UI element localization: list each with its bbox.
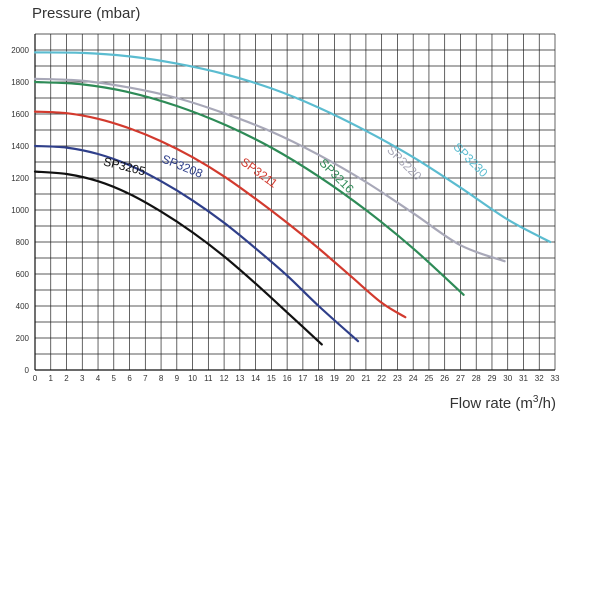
- x-tick-label: 21: [361, 374, 370, 383]
- x-tick-label: 22: [377, 374, 386, 383]
- x-tick-label: 33: [551, 374, 560, 383]
- x-axis-title-end: /h): [538, 395, 556, 412]
- y-tick-label: 600: [16, 270, 30, 279]
- x-tick-label: 1: [49, 374, 54, 383]
- y-tick-label: 1600: [11, 110, 29, 119]
- x-tick-label: 6: [127, 374, 132, 383]
- series-label-sp3211: SP3211: [238, 155, 280, 191]
- y-axis-title: Pressure (mbar): [32, 5, 140, 22]
- series-lines: [33, 51, 552, 346]
- y-tick-label: 800: [16, 238, 30, 247]
- x-axis-title: Flow rate (m3/h): [450, 394, 556, 412]
- x-tick-label: 7: [143, 374, 148, 383]
- x-tick-label: 18: [314, 374, 323, 383]
- y-tick-label: 1800: [11, 78, 29, 87]
- y-tick-label: 400: [16, 302, 30, 311]
- series-label-sp3205: SP3205: [102, 155, 147, 179]
- x-tick-label: 27: [456, 374, 465, 383]
- y-tick-label: 200: [16, 334, 30, 343]
- series-line-sp3208: [33, 144, 360, 343]
- x-tick-label: 4: [96, 374, 101, 383]
- x-tick-label: 8: [159, 374, 164, 383]
- x-tick-label: 17: [298, 374, 307, 383]
- x-tick-label: 5: [112, 374, 117, 383]
- x-tick-label: 11: [204, 374, 213, 383]
- x-axis-title-sup: 3: [533, 394, 539, 405]
- x-tick-label: 25: [424, 374, 433, 383]
- x-axis-title-text: Flow rate (m: [450, 395, 533, 412]
- y-tick-label: 1200: [11, 174, 29, 183]
- x-tick-label: 9: [175, 374, 180, 383]
- x-tick-label: 23: [393, 374, 402, 383]
- x-tick-label: 10: [188, 374, 197, 383]
- series-line-sp3220: [33, 77, 506, 263]
- series-line-sp3230: [33, 51, 552, 244]
- x-tick-label: 0: [33, 374, 38, 383]
- series-line-sp3211: [33, 110, 407, 319]
- x-tick-label: 20: [346, 374, 355, 383]
- y-tick-label: 1000: [11, 206, 29, 215]
- y-tick-label: 2000: [11, 46, 29, 55]
- y-tick-label: 0: [25, 366, 30, 375]
- x-tick-label: 29: [488, 374, 497, 383]
- x-tick-label: 30: [503, 374, 512, 383]
- series-label-sp3220: SP3220: [384, 143, 424, 183]
- x-tick-label: 31: [519, 374, 528, 383]
- x-tick-label: 32: [535, 374, 544, 383]
- y-tick-label: 1400: [11, 142, 29, 151]
- x-tick-label: 26: [440, 374, 449, 383]
- x-tick-label: 28: [472, 374, 481, 383]
- x-tick-label: 3: [80, 374, 85, 383]
- x-tick-label: 12: [220, 374, 229, 383]
- series-line-sp3216: [33, 80, 465, 296]
- series-label-sp3208: SP3208: [160, 152, 205, 181]
- x-tick-label: 19: [330, 374, 339, 383]
- x-tick-label: 15: [267, 374, 276, 383]
- x-tick-label: 14: [251, 374, 260, 383]
- series-line-sp3205: [33, 170, 323, 346]
- x-tick-label: 16: [283, 374, 292, 383]
- x-tick-label: 2: [64, 374, 69, 383]
- axes: [34, 34, 555, 371]
- x-tick-label: 13: [235, 374, 244, 383]
- x-tick-label: 24: [409, 374, 418, 383]
